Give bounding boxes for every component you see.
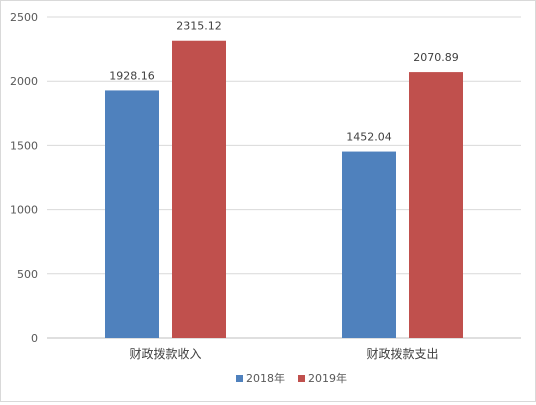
bar-series1-cat1 [105, 90, 159, 338]
x-category-label: 财政拨款收入 [129, 347, 201, 361]
y-tick-label: 1500 [10, 139, 38, 152]
bar-series2-cat2 [409, 72, 463, 339]
data-label: 2315.12 [176, 20, 222, 33]
data-labels: 1928.16 2315.12 1452.04 2070.89 [109, 20, 459, 144]
data-label: 1928.16 [109, 69, 155, 82]
y-tick-label: 2500 [10, 11, 38, 24]
legend-swatch [298, 375, 305, 382]
x-category-label: 财政拨款支出 [366, 347, 438, 361]
legend: 2018年 2019年 [236, 371, 347, 385]
legend-label: 2018年 [246, 371, 285, 385]
x-axis: 财政拨款收入 财政拨款支出 [129, 347, 438, 361]
y-axis: 0 500 1000 1500 2000 2500 [10, 11, 38, 345]
data-label: 1452.04 [346, 131, 392, 144]
legend-swatch [236, 375, 243, 382]
bar-series1-cat2 [342, 151, 396, 338]
bar-series2-cat1 [172, 40, 226, 339]
bars [105, 40, 463, 339]
y-tick-label: 0 [31, 332, 38, 345]
legend-label: 2019年 [308, 371, 347, 385]
y-tick-label: 500 [17, 268, 38, 281]
y-tick-label: 2000 [10, 75, 38, 88]
y-tick-label: 1000 [10, 204, 38, 217]
data-label: 2070.89 [413, 51, 459, 64]
